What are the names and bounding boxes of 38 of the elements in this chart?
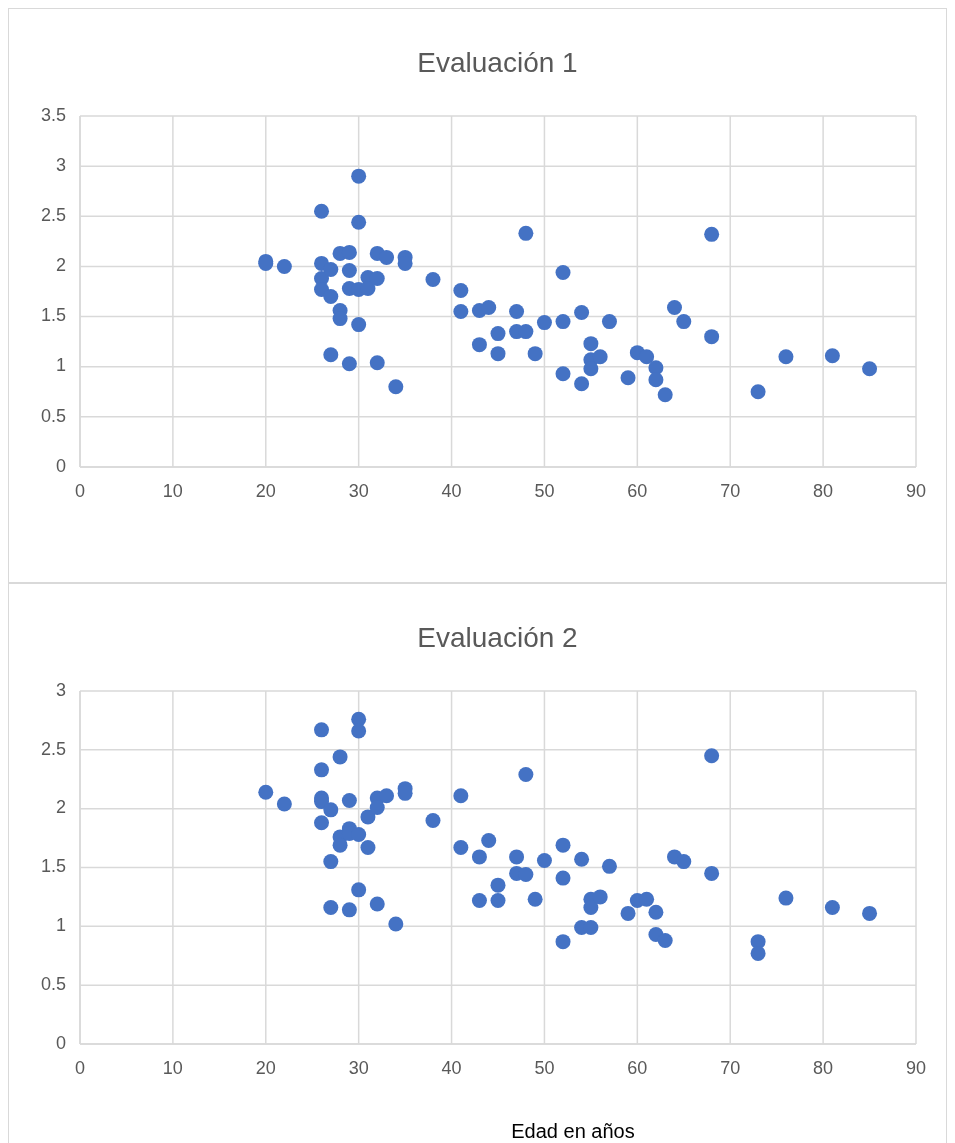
x-tick-label: 30 [348,1057,369,1078]
y-tick-label: 2.5 [40,205,66,226]
x-tick-label: 20 [255,1057,276,1078]
x-tick-label: 50 [534,480,555,501]
x-tick-label: 70 [720,480,741,501]
x-tick-label: 50 [534,1057,555,1078]
x-tick-label: 30 [348,480,369,501]
x-tick-label: 80 [813,1057,834,1078]
y-tick-label: 2 [55,797,66,818]
x-tick-label: 90 [905,1057,927,1078]
x-tick-label: 10 [162,1057,183,1078]
x-tick-label: 60 [627,480,648,501]
y-tick-label: 3 [55,154,66,175]
chart-title: Evaluación 2 [417,622,578,654]
x-tick-label: 0 [74,1057,86,1078]
x-tick-label: 90 [905,480,927,501]
x-tick-label: 80 [813,480,834,501]
x-tick-label: 40 [441,1057,462,1078]
x-tick-label: 40 [441,480,462,501]
x-tick-label: 0 [74,480,86,501]
x-tick-label: 70 [720,1057,741,1078]
y-tick-label: 2 [55,255,66,276]
y-tick-label: 0.5 [40,973,66,994]
y-tick-label: 2.5 [40,738,66,759]
y-tick-label: 1.5 [40,305,66,326]
x-tick-label: 60 [627,1057,648,1078]
y-tick-label: 1 [55,355,66,376]
y-tick-label: 1 [55,915,66,936]
x-tick-label: 20 [255,480,276,501]
chart-title: Evaluación 1 [417,47,578,79]
y-tick-label: 1.5 [40,856,66,877]
y-tick-label: 3.5 [40,104,66,125]
y-tick-label: 3 [55,679,66,700]
y-tick-label: 0 [55,1032,66,1053]
x-tick-label: 10 [162,480,183,501]
y-tick-label: 0.5 [40,405,66,426]
x-axis-title: Edad en años [511,1120,635,1143]
y-tick-label: 0 [55,455,66,476]
